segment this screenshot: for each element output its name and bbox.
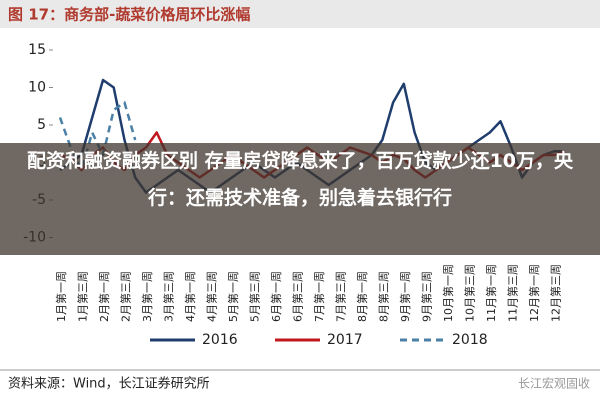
- x-tick-label: 4月第三周: [204, 271, 218, 322]
- source: 资料来源：Wind，长江证券研究所: [8, 376, 210, 392]
- x-tick-label: 9月第一周: [398, 271, 412, 322]
- x-tick-label: 3月第一周: [140, 271, 154, 322]
- x-tick-label: 2月第一周: [97, 271, 111, 322]
- x-tick-label: 5月第三周: [247, 271, 261, 322]
- x-tick-label: 7月第一周: [312, 271, 326, 322]
- x-tick-label: 6月第一周: [269, 271, 283, 322]
- watermark: 长江宏观固收: [518, 376, 590, 391]
- chart-title: 图 17：商务部-蔬菜价格周环比涨幅: [8, 6, 250, 24]
- x-tick-label: 7月第三周: [333, 271, 347, 322]
- x-tick-label: 5月第一周: [226, 271, 240, 322]
- title-bar: [0, 0, 600, 28]
- x-tick-label: 12月第一周: [527, 264, 541, 322]
- legend-label: 2017: [327, 332, 363, 348]
- x-tick-label: 12月第三周: [548, 264, 562, 322]
- y-tick-label: 15: [28, 42, 46, 58]
- x-tick-label: 1月第一周: [54, 271, 68, 322]
- x-tick-label: 8月第三周: [376, 271, 390, 322]
- x-tick-label: 11月第三周: [505, 264, 519, 322]
- news-banner[interactable]: 配资和融资融券区别 存量房贷降息来了，百万贷款少还10万，央行：还需技术准备，别…: [0, 143, 600, 255]
- legend-label: 2016: [202, 332, 238, 348]
- x-tick-label: 10月第三周: [462, 264, 476, 322]
- x-tick-label: 6月第三周: [290, 271, 304, 322]
- x-tick-label: 10月第一周: [441, 264, 455, 322]
- x-tick-label: 9月第三周: [419, 271, 433, 322]
- x-tick-label: 2月第三周: [118, 271, 132, 322]
- x-tick-label: 3月第三周: [161, 271, 175, 322]
- x-tick-label: 4月第一周: [183, 271, 197, 322]
- y-tick-label: 5: [37, 117, 46, 133]
- y-tick-label: 10: [28, 80, 46, 96]
- x-tick-label: 11月第一周: [484, 264, 498, 322]
- x-tick-label: 1月第三周: [75, 271, 89, 322]
- legend-label: 2018: [452, 332, 488, 348]
- x-tick-label: 8月第一周: [355, 271, 369, 322]
